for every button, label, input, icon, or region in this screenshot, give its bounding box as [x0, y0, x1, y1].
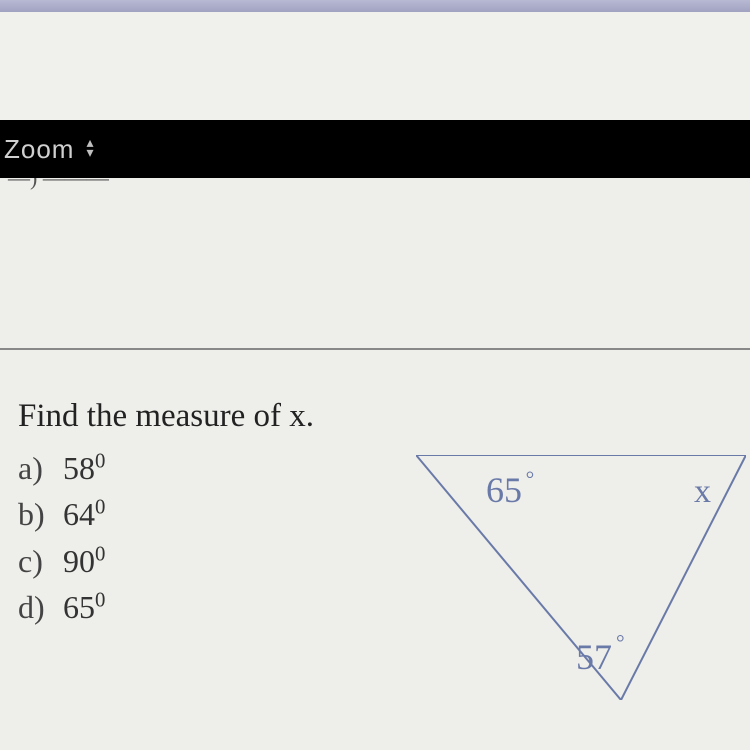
blank-region-top	[0, 12, 750, 120]
blank-region-mid	[0, 200, 750, 348]
option-letter: a)	[18, 445, 63, 491]
option-value: 580	[63, 445, 105, 491]
svg-text:°: °	[526, 467, 535, 491]
obscured-line: —) ———	[8, 178, 109, 190]
svg-text:x: x	[694, 473, 711, 510]
option-value: 640	[63, 491, 105, 537]
option-letter: d)	[18, 584, 63, 630]
zoom-stepper-icon[interactable]: ▴▾	[86, 139, 93, 159]
svg-text:57: 57	[576, 637, 612, 677]
option-letter: c)	[18, 538, 63, 584]
option-value: 900	[63, 538, 105, 584]
zoom-label[interactable]: Zoom	[4, 134, 74, 165]
partial-obscured-text: —) ———	[0, 178, 750, 200]
triangle-svg: 65°x57°	[416, 455, 746, 700]
window-titlebar-fragment	[0, 0, 750, 12]
option-letter: b)	[18, 491, 63, 537]
option-value: 650	[63, 584, 105, 630]
triangle-diagram: 65°x57°	[416, 455, 746, 705]
svg-text:°: °	[616, 630, 625, 654]
question-prompt: Find the measure of x.	[18, 398, 750, 435]
question-region: Find the measure of x. a) 580 b) 640 c) …	[0, 350, 750, 750]
zoom-toolbar: Zoom ▴▾	[0, 120, 750, 178]
svg-text:65: 65	[486, 470, 522, 510]
